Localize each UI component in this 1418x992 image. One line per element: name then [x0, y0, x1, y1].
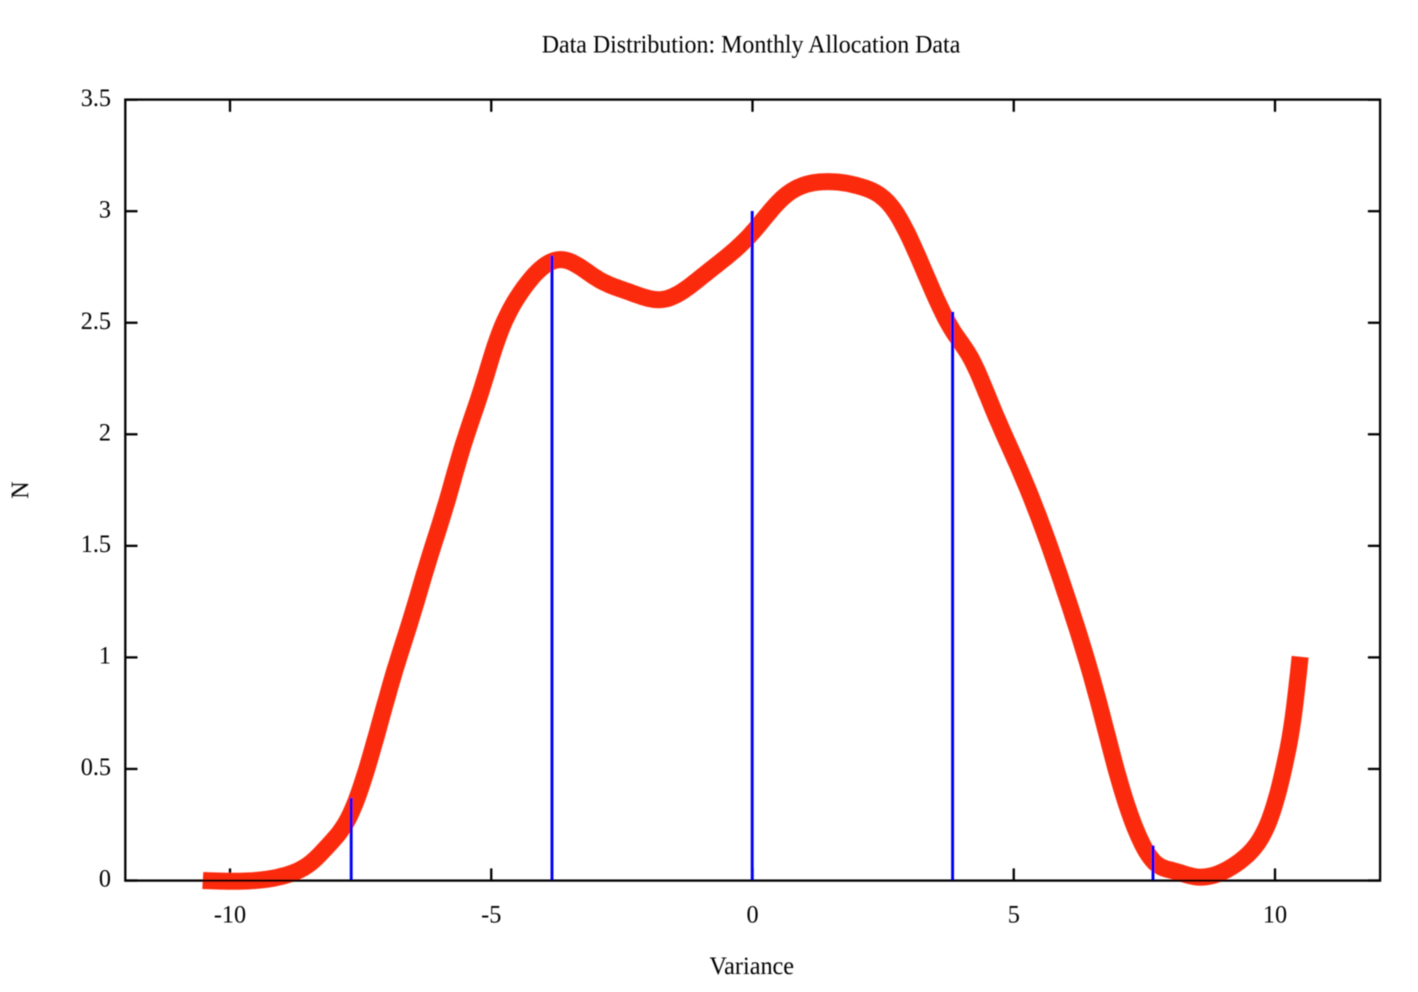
svg-text:0: 0 — [99, 865, 111, 893]
svg-text:N: N — [7, 481, 35, 499]
svg-text:0: 0 — [746, 901, 758, 929]
svg-text:3: 3 — [99, 196, 111, 224]
svg-text:1: 1 — [99, 642, 111, 670]
svg-text:Data Distribution: Monthly All: Data Distribution: Monthly Allocation Da… — [542, 31, 961, 59]
svg-text:2: 2 — [99, 419, 111, 447]
svg-text:0.5: 0.5 — [81, 754, 111, 782]
svg-text:-5: -5 — [481, 901, 501, 929]
svg-text:1.5: 1.5 — [81, 531, 111, 559]
svg-text:10: 10 — [1263, 901, 1287, 929]
svg-text:2.5: 2.5 — [81, 307, 111, 335]
svg-text:-10: -10 — [214, 901, 246, 929]
svg-text:Variance: Variance — [709, 952, 794, 980]
svg-text:3.5: 3.5 — [81, 84, 111, 112]
svg-text:5: 5 — [1008, 901, 1020, 929]
